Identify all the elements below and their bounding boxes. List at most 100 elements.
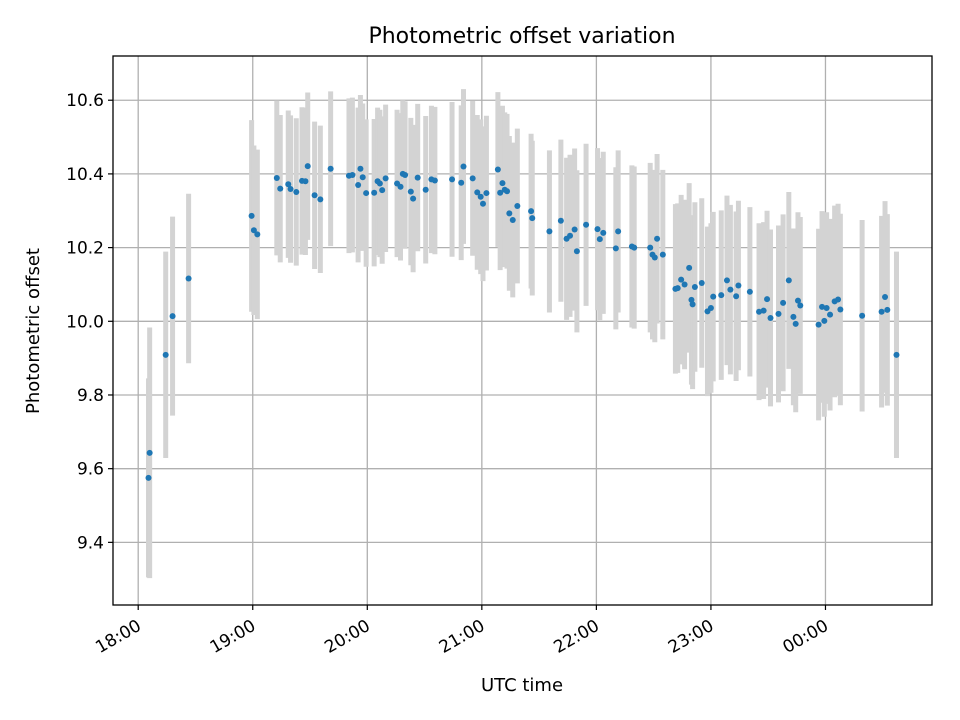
data-point: [469, 175, 476, 182]
data-point: [449, 176, 456, 183]
data-point: [277, 185, 284, 192]
data-point: [827, 311, 834, 318]
data-point: [859, 312, 866, 319]
data-point: [458, 179, 465, 186]
data-point: [407, 188, 414, 195]
x-tick-label: 21:00: [436, 616, 488, 658]
data-point: [477, 193, 484, 200]
data-point: [474, 189, 481, 196]
data-point: [571, 226, 578, 233]
data-point: [785, 277, 792, 284]
data-point: [819, 303, 826, 310]
data-point: [304, 163, 311, 170]
data-point: [546, 228, 553, 235]
data-point: [567, 232, 574, 239]
data-point: [248, 212, 255, 219]
data-point: [651, 254, 658, 261]
x-tick-label: 00:00: [780, 616, 832, 658]
data-point: [797, 302, 804, 309]
data-point: [733, 293, 740, 300]
x-tick-label: 18:00: [92, 616, 144, 658]
data-point: [483, 190, 490, 197]
x-axis-ticks: 18:00 19:00 20:00 21:00 22:00 23:00 00:00: [92, 605, 832, 658]
data-point: [884, 306, 891, 313]
data-point: [615, 228, 622, 235]
data-point: [792, 320, 799, 327]
data-point: [382, 175, 389, 182]
data-point: [431, 177, 438, 184]
data-point: [371, 189, 378, 196]
data-point: [509, 216, 516, 223]
data-point: [596, 236, 603, 243]
data-point: [479, 200, 486, 207]
data-point: [790, 313, 797, 320]
data-point: [185, 275, 192, 282]
data-point: [285, 181, 292, 188]
data-point: [494, 166, 501, 173]
data-point: [691, 284, 698, 291]
data-point: [583, 221, 590, 228]
data-point: [780, 299, 787, 306]
data-point: [882, 293, 889, 300]
data-point: [878, 308, 885, 315]
y-tick-label: 9.8: [77, 386, 104, 406]
data-point: [612, 245, 619, 252]
data-point: [557, 217, 564, 224]
data-point: [250, 227, 257, 234]
data-point: [746, 288, 753, 295]
data-point: [410, 195, 417, 202]
data-point: [718, 292, 725, 299]
data-point: [573, 248, 580, 255]
data-point: [379, 187, 386, 194]
y-tick-label: 9.6: [77, 460, 104, 480]
data-point: [422, 186, 429, 193]
y-tick-label: 10.4: [66, 165, 104, 185]
data-point: [710, 293, 717, 300]
data-point: [837, 306, 844, 313]
data-point: [397, 183, 404, 190]
x-tick-label: 19:00: [207, 616, 259, 658]
data-point: [689, 301, 696, 308]
data-point: [767, 314, 774, 321]
data-point: [529, 215, 536, 222]
plot-area-frame: [112, 55, 933, 606]
data-point: [497, 189, 504, 196]
data-point: [460, 163, 467, 170]
data-point: [835, 296, 842, 303]
data-point: [254, 231, 261, 238]
data-point: [287, 186, 294, 193]
data-point: [327, 165, 334, 172]
data-point: [647, 244, 654, 251]
data-point: [514, 202, 521, 209]
x-tick-label: 22:00: [550, 616, 602, 658]
data-point: [760, 307, 767, 314]
chart-title: Photometric offset variation: [368, 24, 675, 49]
data-point: [311, 192, 318, 199]
data-point: [681, 281, 688, 288]
data-point: [504, 188, 511, 195]
x-axis-label: UTC time: [481, 675, 563, 696]
data-point: [169, 313, 176, 320]
data-point: [678, 276, 685, 283]
y-tick-label: 9.4: [77, 533, 104, 553]
data-point: [594, 226, 601, 233]
data-point: [821, 317, 828, 324]
x-tick-label: 23:00: [665, 616, 717, 658]
data-point: [659, 251, 666, 258]
data-point: [302, 178, 309, 185]
data-point: [654, 235, 661, 242]
data-point: [600, 229, 607, 236]
data-point: [363, 190, 370, 197]
data-points: [145, 163, 900, 481]
data-point: [698, 279, 705, 286]
grid: [113, 56, 932, 605]
errorbars: [146, 89, 899, 579]
data-point: [735, 282, 742, 289]
data-point: [794, 297, 801, 304]
y-tick-label: 10.6: [66, 91, 104, 111]
data-point: [506, 210, 513, 217]
y-axis-ticks: 9.4 9.6 9.8 10.0 10.2 10.4 10.6: [66, 91, 113, 553]
data-point: [893, 351, 900, 358]
data-point: [359, 174, 366, 181]
